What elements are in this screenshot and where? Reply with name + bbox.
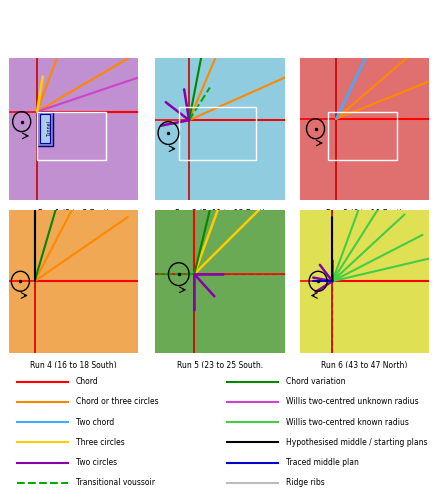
- Text: Run 2 (5, 11 to 13 East): Run 2 (5, 11 to 13 East): [175, 208, 265, 218]
- Text: Willis two-centred unknown radius: Willis two-centred unknown radius: [286, 398, 419, 406]
- Text: Run 6 (43 to 47 North): Run 6 (43 to 47 North): [321, 361, 408, 370]
- Text: Hypothesised middle / starting plans: Hypothesised middle / starting plans: [286, 438, 428, 447]
- Bar: [37, 112, 106, 160]
- Bar: [328, 112, 397, 160]
- Text: Two circles: Two circles: [76, 458, 117, 467]
- Text: Chord or three circles: Chord or three circles: [76, 398, 159, 406]
- Text: Chord variation: Chord variation: [286, 377, 346, 386]
- Text: Tunnel: Tunnel: [47, 120, 52, 136]
- Text: Chord: Chord: [76, 377, 99, 386]
- Text: Two chord: Two chord: [76, 418, 114, 426]
- Text: Run 3 (6 to 10 East): Run 3 (6 to 10 East): [326, 208, 403, 218]
- Text: Ridge ribs: Ridge ribs: [286, 478, 325, 488]
- Text: Traced middle plan: Traced middle plan: [286, 458, 359, 467]
- Text: Willis two-centred known radius: Willis two-centred known radius: [286, 418, 409, 426]
- Text: Run 1 (2 to 3 East): Run 1 (2 to 3 East): [38, 208, 109, 218]
- Text: Run 5 (23 to 25 South,
27-37 West, 39-41 North): Run 5 (23 to 25 South, 27-37 West, 39-41…: [172, 361, 268, 380]
- Text: Run 4 (16 to 18 South): Run 4 (16 to 18 South): [30, 361, 117, 370]
- Bar: [40, 114, 50, 143]
- Bar: [37, 112, 53, 146]
- Text: Three circles: Three circles: [76, 438, 125, 447]
- Bar: [179, 108, 256, 160]
- Text: Transitional voussoir: Transitional voussoir: [76, 478, 155, 488]
